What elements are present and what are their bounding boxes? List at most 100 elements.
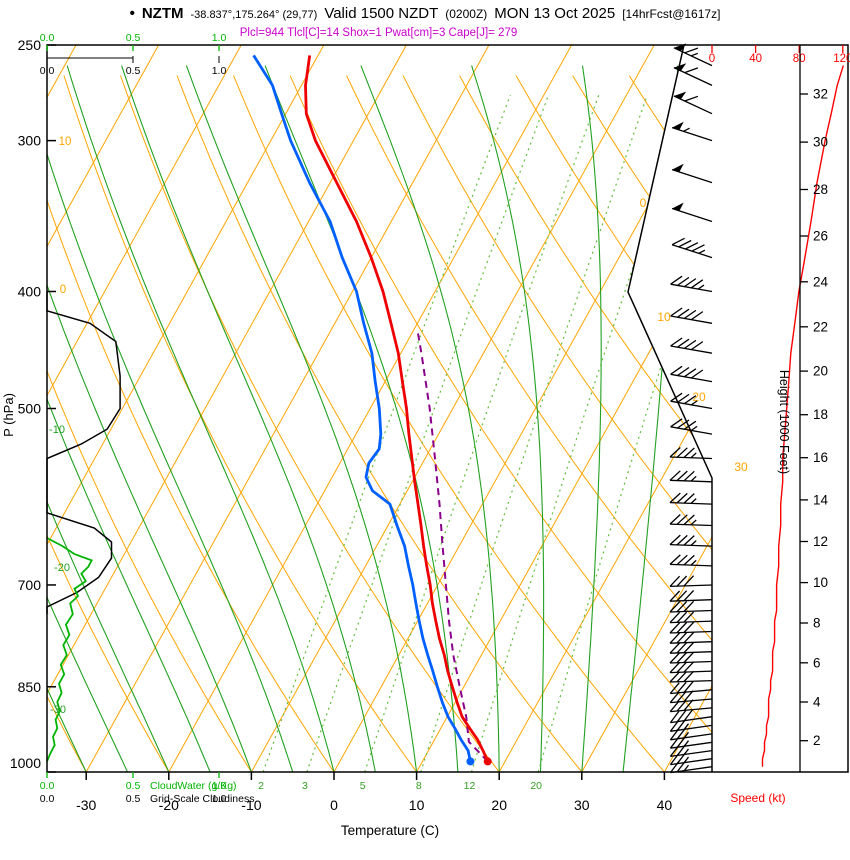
wind-barb-feather [676,681,687,694]
dry-adiabat-line [47,75,170,772]
temp-tick-label: 10 [409,797,425,813]
wind-barb-feather [691,244,705,252]
moist-adiabat-line [47,65,252,772]
wind-barb-half-feather [697,284,705,290]
wind-barb-staff [670,741,713,749]
wind-barb-pennant [673,43,687,52]
wind-barb-half-feather [683,764,690,771]
speed-panel: 0 40 80 120 Speed (kt) [709,45,850,805]
mixing-ratio-value-label: 8 [416,780,422,792]
wind-barb-feather [683,681,694,693]
temp-tick-label: 30 [574,797,590,813]
wind-barb-staff [670,758,713,766]
height-tick-label: 26 [813,229,828,244]
moist-adiabat-line [622,65,679,772]
isotherm-line [250,45,655,772]
wind-barb-feather [669,534,681,546]
wind-barb-feather [683,699,694,711]
wind-barb-half-feather [690,452,697,459]
wind-barb-feather [669,661,681,674]
moist-adiabat-line [185,65,418,772]
dry-adiabat-line [47,75,87,772]
isotherm-value-label: 30 [734,460,748,474]
sounding-profiles [252,54,492,766]
wind-barb-half-feather [683,748,690,755]
wind-barb-pennant [672,121,684,130]
height-tick-label: 24 [813,274,829,289]
dry-adiabat-line [289,75,712,772]
wind-barb-staff [669,679,713,683]
cloudiness-top-label: 0.5 [126,65,141,77]
isotherm-line [581,45,712,772]
wind-barbs [669,43,713,774]
isotherm-line [85,45,490,772]
wind-barb-feather [684,309,697,319]
pressure-tick-label: 700 [18,577,42,593]
wind-barb-half-feather [690,559,697,566]
temp-tick-label: 40 [657,797,673,813]
speed-axis-title: Speed (kt) [730,791,785,805]
wind-barb-feather [676,652,688,664]
wind-barb-staff [670,724,713,732]
speed-tick-label: 120 [833,53,850,65]
wind-barb-feather [683,590,695,602]
wind-barb-half-feather [690,425,698,431]
wind-barb-feather [684,395,697,405]
dry-adiabat-line [459,75,712,772]
wind-barb-feather [683,514,695,525]
wind-barb-feather [683,470,695,482]
wind-barb-half-feather [683,756,690,763]
forecast-hour: [14hrFcst@1617z] [622,7,721,21]
wind-barb-half-feather [690,540,697,546]
dry-adiabat-line [120,75,500,772]
temp-tick-label: -30 [76,797,96,813]
height-tick-label: 30 [813,135,828,150]
dewpoint-surface-dot [466,757,475,766]
cloudwater-top-label: 0.5 [126,32,141,44]
wind-barb-feather [685,242,699,250]
cloudiness-top-label: 0.0 [40,65,55,77]
wind-barb-feather [669,611,681,624]
height-tick-label: 32 [813,87,828,102]
wind-barb-feather [683,575,695,587]
wind-barb-pennant [672,163,684,172]
wind-barb-feather [690,341,704,351]
moist-adiabat-value-label: -20 [54,562,70,574]
cloudwater-top-label: 0.0 [40,32,55,44]
wind-barb-staff [669,584,713,588]
wind-barb-feather [683,493,695,504]
height-tick-label: 20 [813,364,828,379]
wind-barb-feather [676,590,688,602]
cloudiness-bottom-label: 0.5 [126,793,141,805]
speed-tick-label: 80 [793,53,806,65]
wind-barb-feather [676,690,687,703]
cloudiness-top-label: 1.0 [212,65,227,77]
wind-barb-feather [684,420,697,430]
dry-adiabat-line [47,75,335,772]
temp-tick-label: -10 [241,797,261,813]
pressure-tick-label: 400 [18,283,42,299]
cloudiness-axis-title: Grid-Scale Cloudiness [150,793,254,805]
wind-barb-feather [670,392,683,402]
moist-adiabat-value-label: -10 [49,424,65,436]
cloudwater-bottom-label: 1.0 [212,780,227,792]
pressure-tick-label: 500 [18,401,42,417]
pressure-axis-title: P (hPa) [1,393,16,437]
moist-adiabat-line [47,65,294,772]
moist-adiabat-line [581,65,602,772]
valid-time-utc: (0200Z) [445,7,488,21]
wind-barb-staff [669,630,713,634]
wind-barb-feather [676,622,688,634]
wind-barb-half-feather [683,127,690,132]
title-bar: • NZTM -38.837°,175.264° (29,77) Valid 1… [0,5,850,22]
wind-barb-staff [670,716,713,724]
cloudwater-bottom-label: 0.5 [126,780,141,792]
pressure-tick-label: 850 [18,679,42,695]
wind-barb-feather [676,601,688,613]
wind-barb-feather [684,47,699,54]
dry-adiabat-value-label: 0 [60,284,66,296]
wind-barb-half-feather [690,400,698,406]
wind-barb-feather [683,632,695,644]
